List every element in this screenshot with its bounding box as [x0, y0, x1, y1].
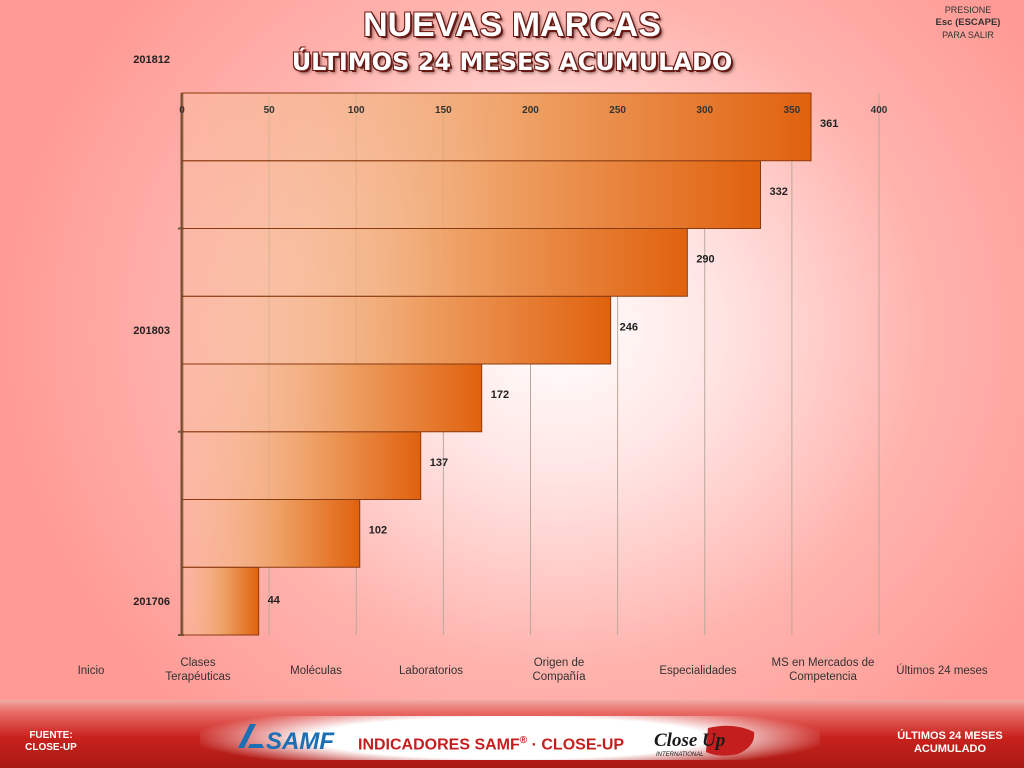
nav-clases-terapeuticas[interactable]: Clases Terapéuticas	[165, 657, 231, 683]
data-label: 332	[770, 186, 788, 198]
y-category-label: 201812	[133, 54, 170, 66]
closeup-logo: Close Up INTERNATIONAL	[654, 725, 755, 758]
data-label: 246	[620, 321, 638, 333]
data-label: 137	[430, 457, 448, 469]
bar	[181, 228, 688, 297]
section-label-line1: ÚLTIMOS 24 MESES	[897, 730, 1003, 742]
footer: FUENTE: CLOSE-UP SAMF INDICADORES SAMF® …	[0, 700, 1024, 768]
data-label: 361	[820, 118, 838, 130]
bar	[181, 92, 812, 162]
svg-text:SAMF: SAMF	[266, 728, 335, 754]
exit-hint: PRESIONE Esc (ESCAPE) PARA SALIR	[918, 4, 1018, 41]
nav-origen-compania[interactable]: Origen de Compañía	[532, 657, 586, 683]
data-label: 172	[491, 389, 509, 401]
x-tick-label: 50	[264, 105, 276, 116]
bar	[181, 431, 422, 500]
nav-especialidades[interactable]: Especialidades	[659, 665, 737, 677]
x-tick-label: 350	[784, 105, 801, 116]
nav-laboratorios[interactable]: Laboratorios	[399, 665, 463, 677]
nav-moleculas[interactable]: Moléculas	[290, 665, 342, 677]
exit-hint-line1: PRESIONE	[944, 5, 992, 15]
indicators-title: INDICADORES SAMF® · CLOSE-UP	[358, 735, 625, 754]
data-label: 102	[369, 525, 387, 537]
x-tick-label: 150	[435, 105, 452, 116]
svg-text:Close Up: Close Up	[654, 730, 725, 751]
section-label-line2: ACUMULADO	[913, 743, 987, 755]
svg-text:INTERNATIONAL: INTERNATIONAL	[656, 752, 704, 758]
source-note: FUENTE: CLOSE-UP	[14, 730, 88, 754]
x-tick-label: 200	[522, 105, 539, 116]
nav-ultimos-24[interactable]: Últimos 24 meses	[896, 665, 988, 677]
y-category-label: 201803	[133, 325, 170, 337]
bar	[181, 363, 483, 433]
x-tick-label: 100	[348, 105, 365, 116]
y-category-label: 201706	[133, 596, 170, 608]
nav-bar: Inicio Clases Terapéuticas Moléculas Lab…	[0, 650, 1024, 698]
bar	[181, 499, 361, 568]
exit-hint-line2: Esc (ESCAPE)	[935, 17, 1001, 28]
source-name: CLOSE-UP	[25, 742, 77, 753]
source-label: FUENTE:	[29, 730, 73, 741]
data-label: 44	[268, 594, 281, 606]
bar	[181, 566, 260, 636]
nav-ms-mercados[interactable]: MS en Mercados de Competencia	[771, 657, 875, 683]
x-tick-label: 0	[179, 105, 185, 116]
samf-logo: SAMF	[238, 724, 335, 754]
x-tick-label: 250	[609, 105, 626, 116]
section-label: ÚLTIMOS 24 MESES ACUMULADO	[890, 730, 1010, 756]
exit-hint-line3: PARA SALIR	[942, 30, 994, 40]
bar	[181, 160, 762, 229]
x-tick-label: 400	[871, 105, 888, 116]
nav-inicio[interactable]: Inicio	[77, 665, 105, 677]
page-title: NUEVAS MARCAS	[363, 6, 661, 44]
page-subtitle: ÚLTIMOS 24 MESES ACUMULADO	[291, 48, 733, 76]
bar	[181, 295, 612, 365]
data-label: 290	[696, 254, 714, 266]
x-tick-label: 300	[696, 105, 713, 116]
bar-chart: 0 50 100 150 200 250 300 350 400 44 102 137 172 246 29…	[133, 54, 888, 636]
